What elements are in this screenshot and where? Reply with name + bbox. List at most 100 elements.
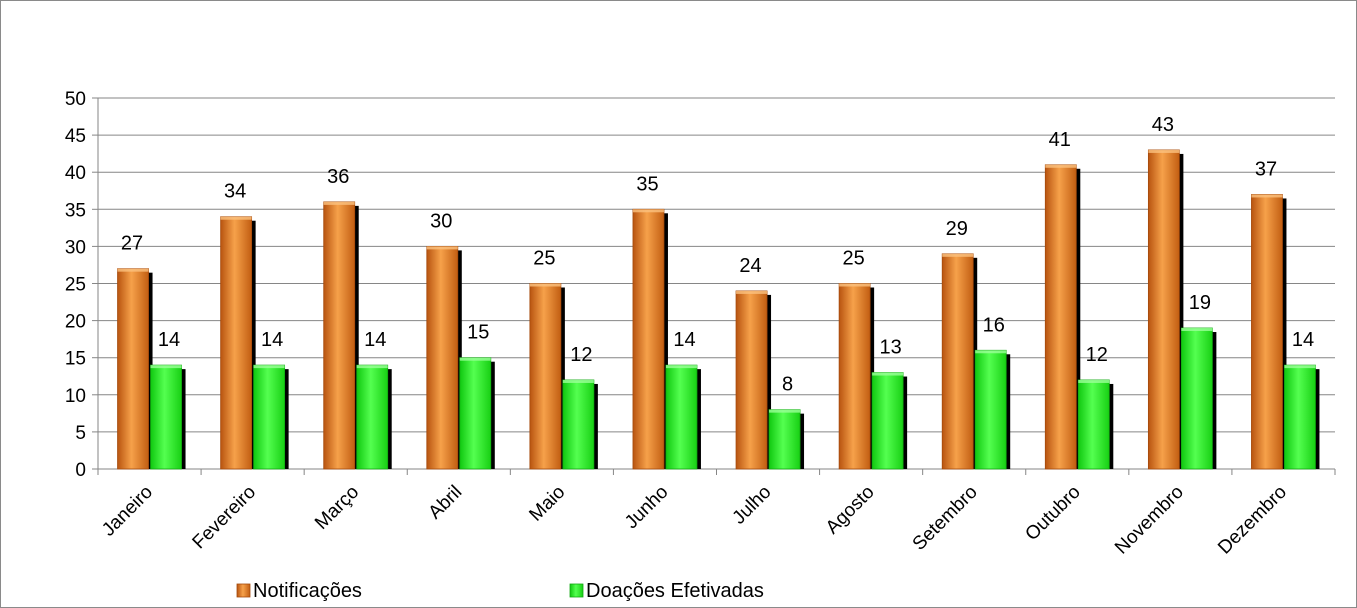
bar-notificacoes-9	[1044, 164, 1077, 470]
data-label: 14	[158, 329, 180, 351]
bar-cap	[220, 216, 252, 220]
bar-doacoes-5	[665, 364, 698, 470]
data-label: 16	[983, 314, 1005, 336]
data-label: 43	[1152, 114, 1174, 136]
bar-cap	[529, 283, 561, 287]
bar-notificacoes-7	[838, 283, 871, 470]
legend-label: Doações Efetivadas	[586, 580, 764, 602]
x-tick-label: Novembro	[1111, 482, 1188, 559]
bar-notificacoes-3	[426, 245, 459, 470]
bar-cap	[942, 253, 974, 257]
data-label: 14	[364, 329, 386, 351]
data-label: 41	[1049, 129, 1071, 151]
bar-cap	[1251, 194, 1283, 198]
bar-notificacoes-0	[117, 268, 149, 470]
bar-cap	[562, 379, 594, 383]
data-label: 14	[1292, 329, 1314, 351]
bar-doacoes-2	[356, 364, 389, 470]
data-label: 27	[121, 233, 143, 255]
bar-cap	[872, 372, 904, 376]
y-tick-label: 15	[65, 349, 86, 370]
y-tick-label: 45	[65, 126, 86, 147]
bar-cap	[253, 365, 285, 369]
legend-swatch	[569, 583, 584, 598]
x-tick-label: Outubro	[1021, 482, 1084, 545]
bar-cap	[117, 268, 149, 272]
data-label: 25	[843, 248, 865, 270]
data-label: 15	[467, 322, 489, 344]
bar-cap	[356, 365, 388, 369]
bar-cap	[1078, 379, 1110, 383]
bar-doacoes-9	[1077, 379, 1110, 470]
data-label: 37	[1255, 158, 1277, 180]
bar-cap	[426, 246, 458, 250]
data-label: 8	[782, 374, 793, 396]
bar-notificacoes-6	[735, 290, 768, 470]
x-tick-label: Junho	[621, 482, 672, 533]
y-tick-label: 25	[65, 275, 86, 296]
y-tick-label: 0	[75, 460, 86, 481]
data-label: 35	[636, 173, 658, 195]
data-label: 25	[533, 248, 555, 270]
bar-notificacoes-4	[529, 283, 562, 470]
legend-swatch	[236, 583, 251, 598]
data-label: 30	[430, 210, 452, 232]
bar-notificacoes-2	[323, 201, 356, 470]
y-tick-label: 40	[65, 163, 86, 184]
bar-cap	[459, 357, 491, 361]
x-tick-label: Maio	[525, 482, 569, 526]
bar-doacoes-11	[1284, 364, 1316, 470]
data-label: 12	[1086, 344, 1108, 366]
bar-doacoes-1	[253, 364, 286, 470]
data-label: 34	[224, 181, 246, 203]
bar-cap	[665, 365, 697, 369]
y-tick-label: 5	[75, 423, 86, 444]
data-label: 13	[880, 337, 902, 359]
x-tick-label: Dezembro	[1214, 482, 1291, 559]
y-tick-label: 35	[65, 200, 86, 221]
data-label: 29	[946, 218, 968, 240]
bar-cap	[1045, 164, 1077, 168]
data-label: 14	[673, 329, 695, 351]
bar-doacoes-4	[562, 379, 595, 470]
bar-notificacoes-1	[220, 216, 253, 470]
bar-cap	[1284, 365, 1316, 369]
bar-notificacoes-5	[632, 208, 665, 470]
bar-cap	[1148, 149, 1180, 153]
data-label: 19	[1189, 292, 1211, 314]
bar-doacoes-3	[459, 357, 492, 470]
bar-cap	[769, 409, 801, 413]
bar-cap	[839, 283, 871, 287]
x-tick-label: Setembro	[909, 482, 982, 555]
bar-doacoes-7	[871, 372, 904, 470]
x-tick-label: Agosto	[822, 482, 879, 539]
y-tick-label: 50	[65, 89, 86, 110]
x-tick-label: Janeiro	[98, 482, 157, 541]
bar-doacoes-8	[974, 349, 1007, 470]
bar-cap	[975, 350, 1007, 354]
data-label: 36	[327, 166, 349, 188]
x-tick-label: Março	[311, 482, 363, 534]
bar-cap	[150, 365, 182, 369]
bar-cap	[736, 290, 768, 294]
bar-notificacoes-10	[1147, 149, 1180, 470]
bar-notificacoes-8	[941, 253, 974, 470]
bar-cap	[632, 209, 664, 213]
bar-notificacoes-11	[1251, 194, 1283, 470]
y-tick-label: 30	[65, 237, 86, 258]
bar-doacoes-6	[768, 409, 801, 470]
bar-cap	[323, 201, 355, 205]
data-label: 24	[739, 255, 761, 277]
x-tick-label: Julho	[729, 482, 776, 529]
legend-label: Notificações	[253, 580, 362, 602]
y-tick-label: 10	[65, 386, 86, 407]
x-tick-label: Abril	[425, 482, 467, 524]
x-tick-label: Fevereiro	[189, 482, 261, 554]
bar-cap	[1181, 328, 1213, 332]
data-label: 12	[570, 344, 592, 366]
bar-doacoes-10	[1180, 327, 1213, 470]
bar-doacoes-0	[150, 364, 182, 470]
y-tick-label: 20	[65, 312, 86, 333]
